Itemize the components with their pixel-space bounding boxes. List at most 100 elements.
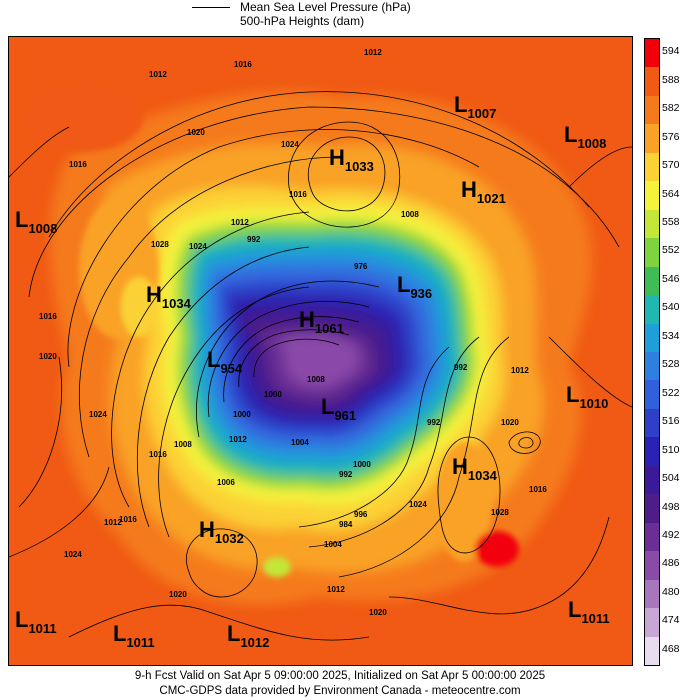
high-pressure-label: H1034 — [452, 454, 498, 483]
pressure-systems: H1033 L1007 L1008 H1021 L1008 H1034 L936 H1061 L… — [15, 92, 610, 650]
low-pressure-label: L1008 — [15, 207, 57, 236]
colorbar-swatch — [645, 295, 659, 325]
isobar-value-label: 1028 — [491, 508, 509, 517]
legend-heights-label: 500-hPa Heights (dam) — [240, 14, 365, 28]
low-pressure-label: L1012 — [227, 621, 269, 650]
colorbar-tick-label: 504 — [662, 472, 680, 485]
low-pressure-label: L1011 — [15, 607, 57, 636]
isobar-value-label: 1016 — [289, 190, 307, 199]
isobar-contours — [9, 91, 632, 641]
isobar-value-label: 1016 — [39, 312, 57, 321]
data-credit-caption: CMC-GDPS data provided by Environment Ca… — [159, 685, 521, 697]
isobar-value-label: 1020 — [501, 418, 519, 427]
colorbar-swatch — [645, 608, 659, 638]
colorbar-swatch — [645, 408, 659, 438]
colorbar-swatch — [645, 95, 659, 125]
colorbar-swatch — [645, 636, 659, 666]
isobar-value-label: 1008 — [174, 440, 192, 449]
colorbar-tick-label: 492 — [662, 528, 680, 541]
height-field-background — [9, 37, 632, 665]
isobar-value-label: 1024 — [189, 242, 207, 251]
isobar-value-label: 1000 — [233, 410, 251, 419]
colorbar-tick-label: 570 — [662, 159, 680, 172]
colorbar-tick-label: 594 — [662, 45, 680, 58]
isobar-value-label: 1012 — [511, 366, 529, 375]
isobar-value-label: 1012 — [104, 518, 122, 527]
colorbar-swatch — [645, 380, 659, 410]
isobar-value-label: 1024 — [64, 550, 82, 559]
isobar-value-label: 1012 — [364, 48, 382, 57]
colorbar-tick-label: 468 — [662, 642, 680, 655]
isobar-value-label: 1006 — [217, 478, 235, 487]
low-pressure-label: L1008 — [564, 122, 606, 151]
isobar-value-label: 1024 — [89, 410, 107, 419]
colorbar-swatch — [645, 465, 659, 495]
isobar-value-label: 976 — [354, 262, 368, 271]
isobar-value-label: 1012 — [229, 435, 247, 444]
map-canvas: H1033 L1007 L1008 H1021 L1008 H1034 L936 H1061 L… — [9, 37, 632, 665]
colorbar-tick-label: 510 — [662, 443, 680, 456]
isobar-value-label: 1016 — [69, 160, 87, 169]
colorbar-swatch — [645, 522, 659, 552]
isobar-value-label: 992 — [339, 470, 353, 479]
isobar-value-label: 1016 — [149, 450, 167, 459]
isobar-value-label: 1020 — [369, 608, 387, 617]
colorbar-tick-label: 528 — [662, 358, 680, 371]
isobar-value-label: 1012 — [231, 218, 249, 227]
colorbar-swatch — [645, 238, 659, 268]
isobar-value-label: 1016 — [119, 515, 137, 524]
isobar-value-label: 1012 — [327, 585, 345, 594]
low-pressure-label: L961 — [321, 394, 356, 423]
colorbar-tick-label: 588 — [662, 73, 680, 86]
colorbar-tick-label: 498 — [662, 500, 680, 513]
low-pressure-label: L1011 — [568, 597, 610, 626]
colorbar-swatch — [645, 352, 659, 381]
isobar-value-label: 984 — [339, 520, 353, 529]
isobar-value-label: 996 — [354, 510, 368, 519]
height-colorbar — [644, 38, 660, 666]
isobar-value-label: 1024 — [281, 140, 299, 149]
colorbar-tick-label: 540 — [662, 301, 680, 314]
high-pressure-label: H1032 — [199, 517, 244, 546]
isobar-value-label: 1028 — [151, 240, 169, 249]
colorbar-swatch — [645, 494, 659, 524]
isobar-value-label: 992 — [247, 235, 261, 244]
colorbar-tick-label: 576 — [662, 130, 680, 143]
isobar-value-label: 1012 — [149, 70, 167, 79]
isobar-value-label: 1024 — [409, 500, 427, 509]
low-pressure-label: L936 — [397, 272, 432, 301]
colorbar-swatch — [645, 181, 659, 211]
isobar-value-label: 992 — [427, 418, 441, 427]
low-pressure-label: L1007 — [454, 92, 496, 121]
high-pressure-label: H1021 — [461, 177, 506, 206]
legend-mslp-label: Mean Sea Level Pressure (hPa) — [240, 0, 411, 14]
colorbar-tick-label: 516 — [662, 415, 680, 428]
high-pressure-label: H1033 — [329, 145, 374, 174]
low-pressure-label: L1010 — [566, 382, 608, 411]
colorbar-tick-label: 480 — [662, 585, 680, 598]
isobar-value-label: 992 — [454, 363, 468, 372]
colorbar-swatch — [645, 323, 659, 353]
isobar-value-label: 1004 — [324, 540, 342, 549]
isobar-value-label: 1020 — [187, 128, 205, 137]
colorbar-swatch — [645, 124, 659, 154]
colorbar-tick-label: 522 — [662, 386, 680, 399]
weather-map: H1033 L1007 L1008 H1021 L1008 H1034 L936 H1061 L… — [8, 36, 633, 666]
isobar-value-label: 1004 — [291, 438, 309, 447]
colorbar-swatch — [645, 437, 659, 467]
high-pressure-label: H1034 — [146, 282, 192, 311]
isobar-value-label: 1016 — [234, 60, 252, 69]
isobar-value-label: 1016 — [529, 485, 547, 494]
colorbar-swatch — [645, 39, 659, 68]
colorbar-swatch — [645, 266, 659, 296]
map-legend-header: Mean Sea Level Pressure (hPa) 500-hPa He… — [0, 0, 680, 36]
colorbar-swatch — [645, 152, 659, 182]
low-pressure-label: L954 — [207, 347, 243, 376]
isobar-legend-line — [192, 7, 230, 8]
colorbar-tick-label: 558 — [662, 215, 680, 228]
colorbar-tick-label: 582 — [662, 102, 680, 115]
colorbar-tick-label: 534 — [662, 329, 680, 342]
low-pressure-label: L1011 — [113, 621, 155, 650]
isobar-value-label: 1020 — [169, 590, 187, 599]
colorbar-swatch — [645, 579, 659, 609]
